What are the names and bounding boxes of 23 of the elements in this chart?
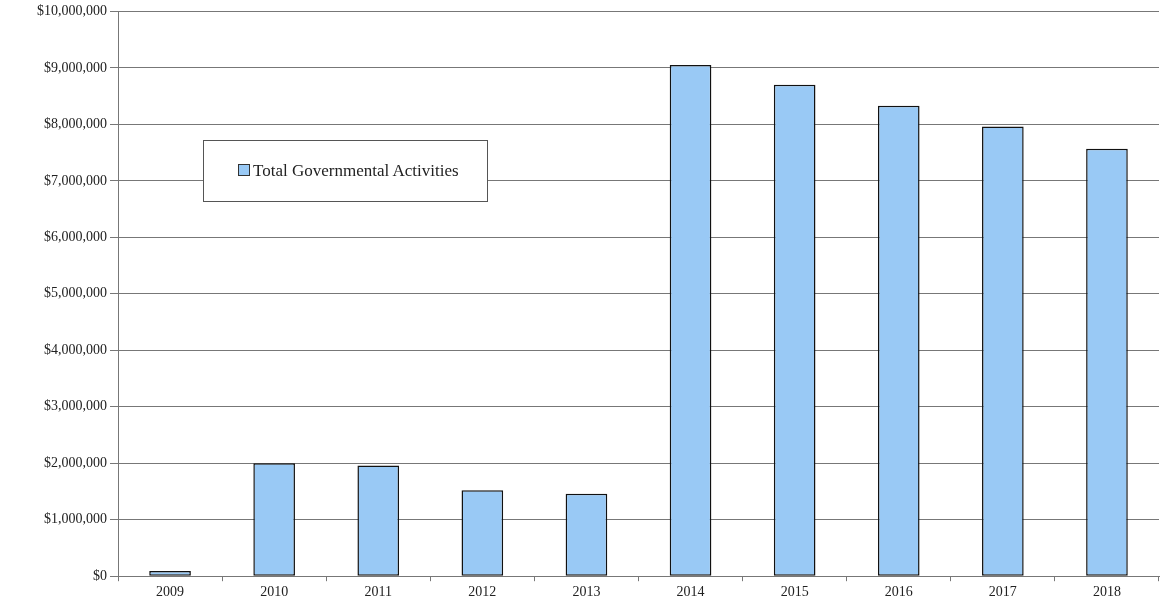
y-tick-label: $6,000,000 [44,228,107,244]
x-tick-label: 2017 [988,584,1017,600]
y-tick-label: $10,000,000 [37,3,107,19]
x-tick-label: 2011 [364,584,392,600]
x-tick-label: 2012 [468,584,497,600]
legend-label: Total Governmental Activities [252,161,459,180]
legend: Total Governmental Activities [203,140,488,202]
y-tick-label: $4,000,000 [44,341,107,357]
y-tick-label: $1,000,000 [44,511,107,527]
y-tick-label: $7,000,000 [44,172,107,188]
y-tick-label: $0 [93,567,107,583]
y-tick-label: $3,000,000 [44,398,107,414]
x-tick-label: 2018 [1092,584,1121,600]
x-tick-label: 2015 [780,584,809,600]
y-tick-label: $5,000,000 [44,285,107,301]
x-tick-label: 2014 [676,584,705,600]
y-tick-label: $9,000,000 [44,59,107,75]
x-tick-label: 2013 [572,584,601,600]
y-tick-label: $2,000,000 [44,454,107,470]
x-tick-label: 2010 [260,584,289,600]
x-tick-label: 2016 [884,584,913,600]
x-tick-label: 2009 [156,584,185,600]
y-tick-label: $8,000,000 [44,116,107,132]
